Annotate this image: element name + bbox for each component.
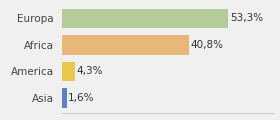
Bar bbox=[62, 88, 67, 108]
Bar bbox=[62, 62, 75, 81]
Text: 40,8%: 40,8% bbox=[191, 40, 224, 50]
Text: 53,3%: 53,3% bbox=[230, 13, 263, 24]
Bar bbox=[62, 35, 189, 55]
Bar bbox=[62, 9, 228, 28]
Text: 1,6%: 1,6% bbox=[68, 93, 95, 103]
Text: 4,3%: 4,3% bbox=[77, 66, 103, 76]
